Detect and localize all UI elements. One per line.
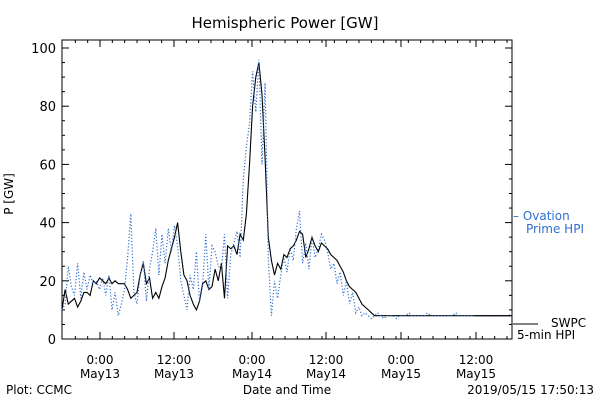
x-tick-label-time-3: 12:00 bbox=[309, 353, 344, 367]
x-tick-label-time-2: 0:00 bbox=[239, 353, 266, 367]
x-tick-label-time-1: 12:00 bbox=[157, 353, 192, 367]
x-tick-label-time-0: 0:00 bbox=[87, 353, 114, 367]
plot-area: 0204060801000:00May1312:00May130:00May14… bbox=[31, 39, 513, 381]
y-tick-label-40: 40 bbox=[39, 217, 56, 232]
y-axis-label: P [GW] bbox=[2, 173, 16, 215]
y-tick-label-20: 20 bbox=[39, 275, 56, 290]
x-tick-label-date-4: May15 bbox=[381, 367, 421, 381]
x-tick-label-date-0: May13 bbox=[80, 367, 120, 381]
series-line-swpc bbox=[61, 59, 513, 320]
y-tick-label-0: 0 bbox=[48, 333, 56, 348]
y-tick-label-60: 60 bbox=[39, 158, 56, 173]
chart-title: Hemispheric Power [GW] bbox=[192, 14, 379, 32]
legend-swpc-line2: 5-min HPI bbox=[517, 328, 575, 342]
x-tick-label-date-5: May15 bbox=[456, 367, 496, 381]
y-tick-label-80: 80 bbox=[39, 100, 56, 115]
x-tick-label-time-5: 12:00 bbox=[459, 353, 494, 367]
legend-ovation-line2: Prime HPI bbox=[526, 222, 584, 236]
x-tick-label-date-3: May14 bbox=[306, 367, 346, 381]
series-line-ovation bbox=[61, 62, 512, 317]
x-axis-label: Date and Time bbox=[243, 383, 331, 397]
x-tick-label-time-4: 0:00 bbox=[388, 353, 415, 367]
legend-ovation-line1: – Ovation bbox=[513, 209, 570, 223]
plot-frame bbox=[61, 39, 513, 340]
y-tick-label-100: 100 bbox=[31, 42, 56, 57]
x-tick-label-date-2: May14 bbox=[232, 367, 272, 381]
x-tick-label-date-1: May13 bbox=[154, 367, 194, 381]
footer-left: Plot: CCMC bbox=[6, 383, 72, 397]
legend-swpc-line1: SWPC bbox=[551, 316, 586, 330]
footer-right: 2019/05/15 17:50:13 bbox=[467, 383, 594, 397]
